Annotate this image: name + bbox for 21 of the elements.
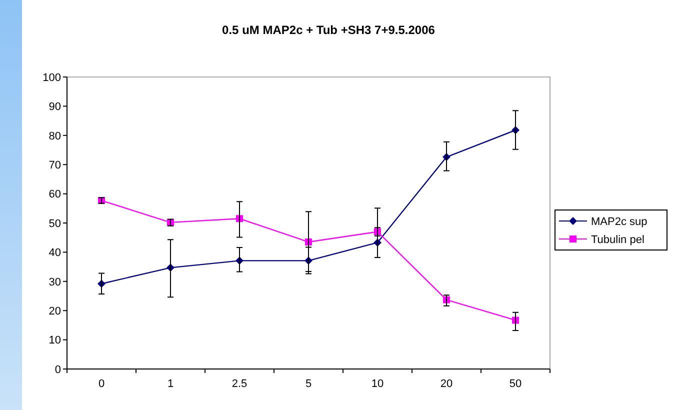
y-tick-label: 60 <box>48 188 61 201</box>
y-tick-label: 100 <box>42 72 61 84</box>
y-tick-label: 30 <box>48 276 61 288</box>
y-tick-label: 50 <box>48 218 61 230</box>
y-tick-label: 90 <box>48 101 61 114</box>
x-tick-label: 10 <box>371 378 384 390</box>
y-tick-label: 10 <box>48 334 61 347</box>
x-tick-label: 50 <box>509 378 522 390</box>
x-tick-label: 5 <box>305 378 312 390</box>
x-tick-label: 1 <box>167 378 174 390</box>
y-tick-label: 40 <box>48 247 61 260</box>
y-tick-label: 80 <box>48 130 61 142</box>
x-tick-label: 0 <box>98 378 105 390</box>
legend-label: Tubulin pel <box>591 234 644 246</box>
y-tick-label: 0 <box>54 364 61 376</box>
y-tick-label: 70 <box>48 159 61 172</box>
y-tick-label: 20 <box>48 305 61 318</box>
legend-label: MAP2c sup <box>591 216 648 228</box>
x-tick-label: 20 <box>440 378 453 390</box>
x-tick-label: 2.5 <box>232 378 248 390</box>
chart-title: 0.5 uM MAP2c + Tub +SH3 7+9.5.2006 <box>222 23 436 37</box>
